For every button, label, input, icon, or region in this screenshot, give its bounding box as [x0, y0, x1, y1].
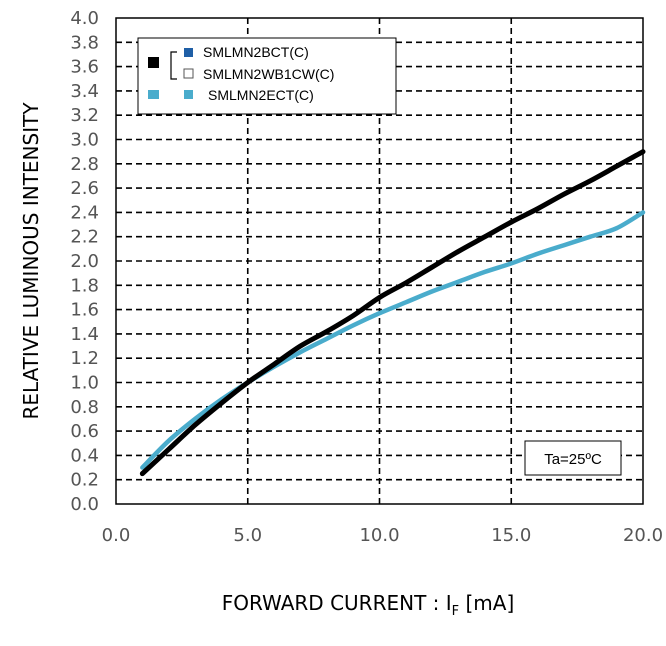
legend: SMLMN2BCT(C) SMLMN2WB1CW(C) SMLMN2ECT(C): [137, 37, 397, 115]
x-axis-title: FORWARD CURRENT : IF [mA]: [222, 591, 515, 619]
series-layer: [139, 149, 646, 477]
x-tick-label: 0.0: [102, 525, 131, 546]
y-tick-label: 0.6: [70, 421, 99, 442]
y-tick-label: 0.2: [70, 470, 99, 491]
x-axis-title-main: FORWARD CURRENT : I: [222, 591, 452, 615]
y-tick-label: 4.0: [70, 8, 99, 29]
y-tick-label: 1.4: [70, 324, 99, 345]
series-line-teal: [140, 210, 646, 470]
y-tick-label: 2.0: [70, 251, 99, 272]
y-tick-label: 0.0: [70, 494, 99, 515]
y-tick-label: 0.4: [70, 445, 99, 466]
y-tick-label: 1.2: [70, 348, 99, 369]
legend-label-ect: SMLMN2ECT(C): [208, 87, 314, 103]
y-tick-label: 2.4: [70, 202, 99, 223]
y-tick-label: 2.2: [70, 227, 99, 248]
legend-box: [137, 37, 397, 115]
y-tick-label: 1.0: [70, 373, 99, 394]
y-tick-label: 2.6: [70, 178, 99, 199]
y-tick-label: 3.0: [70, 130, 99, 151]
legend-marker-wb1cw: [183, 68, 194, 79]
y-tick-label: 3.2: [70, 105, 99, 126]
y-tick-label: 1.8: [70, 275, 99, 296]
y-tick-label: 3.4: [70, 81, 99, 102]
x-tick-labels: 0.0 5.0 10.0 15.0 20.0: [102, 525, 663, 546]
x-axis-title-subscript: F: [452, 604, 459, 619]
legend-label-bct: SMLMN2BCT(C): [203, 44, 309, 60]
y-tick-label: 2.8: [70, 154, 99, 175]
y-axis-title: RELATIVE LUMINOUS INTENSITY: [19, 102, 43, 420]
legend-label-wb1cw: SMLMN2WB1CW(C): [203, 66, 334, 82]
legend-swatch-black: [148, 57, 159, 68]
y-tick-label: 1.6: [70, 300, 99, 321]
legend-bracket: [170, 51, 177, 80]
y-tick-labels: 0.0 0.2 0.4 0.6 0.8 1.0 1.2 1.4 1.6 1.8 2.0 2.2 2.4 2…: [70, 8, 99, 515]
x-tick-label: 15.0: [491, 525, 531, 546]
x-tick-label: 20.0: [623, 525, 663, 546]
series-line-black: [139, 149, 646, 477]
y-tick-label: 3.6: [70, 57, 99, 78]
legend-swatch-teal: [148, 90, 159, 99]
temperature-annotation: Ta=25ºC: [524, 440, 622, 476]
y-tick-label: 3.8: [70, 32, 99, 53]
legend-marker-bct: [184, 48, 193, 57]
annotation-text: Ta=25ºC: [544, 451, 602, 468]
x-axis-title-unit: [mA]: [459, 591, 514, 615]
annotation-box: [524, 440, 622, 476]
x-tick-label: 10.0: [359, 525, 399, 546]
legend-marker-ect: [184, 90, 193, 99]
x-tick-label: 5.0: [233, 525, 262, 546]
y-tick-label: 0.8: [70, 397, 99, 418]
